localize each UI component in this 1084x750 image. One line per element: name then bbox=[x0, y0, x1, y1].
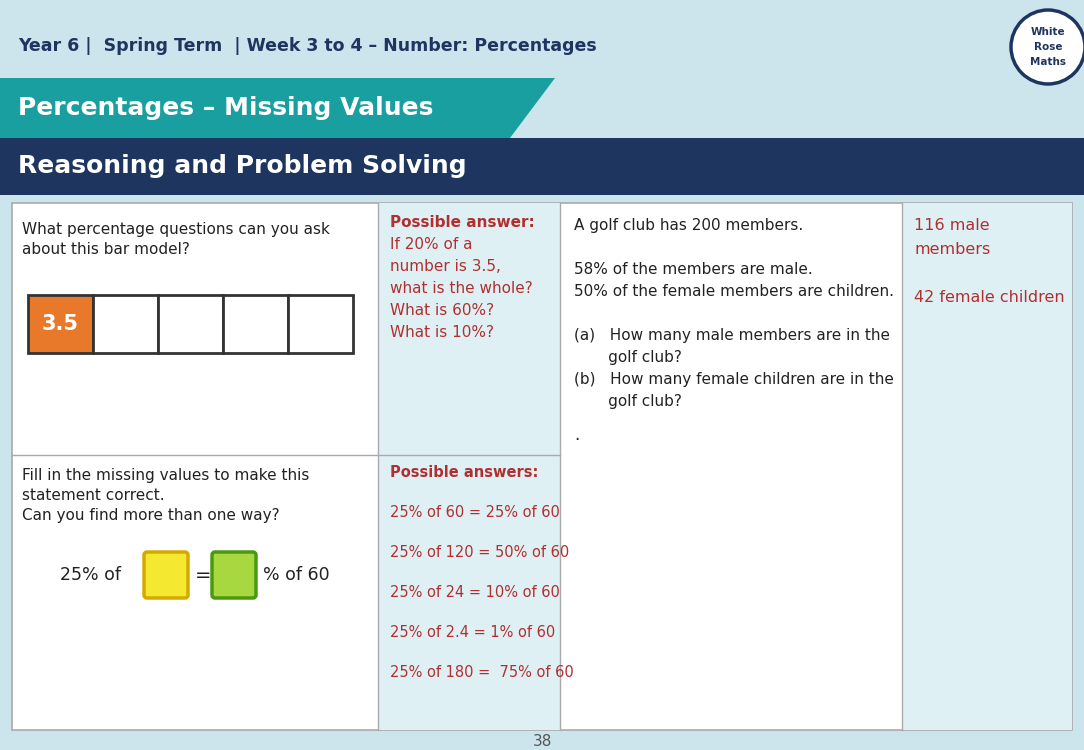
Text: 25% of 120 = 50% of 60: 25% of 120 = 50% of 60 bbox=[390, 545, 569, 560]
Polygon shape bbox=[0, 138, 1084, 195]
Ellipse shape bbox=[1011, 10, 1084, 84]
FancyBboxPatch shape bbox=[12, 203, 1072, 730]
Text: what is the whole?: what is the whole? bbox=[390, 281, 532, 296]
Text: (b)   How many female children are in the: (b) How many female children are in the bbox=[575, 372, 894, 387]
Text: (a)   How many male members are in the: (a) How many male members are in the bbox=[575, 328, 890, 343]
Text: Year 6 |  Spring Term  | Week 3 to 4 – Number: Percentages: Year 6 | Spring Term | Week 3 to 4 – Num… bbox=[18, 37, 597, 55]
Text: % of 60: % of 60 bbox=[263, 566, 330, 584]
FancyBboxPatch shape bbox=[93, 295, 158, 353]
Text: Possible answers:: Possible answers: bbox=[390, 465, 539, 480]
Text: What percentage questions can you ask: What percentage questions can you ask bbox=[22, 222, 330, 237]
FancyBboxPatch shape bbox=[158, 295, 223, 353]
FancyBboxPatch shape bbox=[378, 203, 560, 730]
Text: golf club?: golf club? bbox=[575, 394, 682, 409]
Text: 25% of 180 =  75% of 60: 25% of 180 = 75% of 60 bbox=[390, 665, 573, 680]
Text: 25% of 2.4 = 1% of 60: 25% of 2.4 = 1% of 60 bbox=[390, 625, 555, 640]
Text: Maths: Maths bbox=[1030, 57, 1066, 67]
Text: .: . bbox=[575, 426, 579, 444]
Text: If 20% of a: If 20% of a bbox=[390, 237, 473, 252]
Text: What is 10%?: What is 10%? bbox=[390, 325, 494, 340]
Text: White: White bbox=[1031, 27, 1066, 37]
Text: 58% of the members are male.: 58% of the members are male. bbox=[575, 262, 813, 277]
Text: statement correct.: statement correct. bbox=[22, 488, 165, 503]
Text: 38: 38 bbox=[532, 734, 552, 749]
Text: =: = bbox=[195, 566, 211, 584]
Polygon shape bbox=[0, 78, 555, 138]
Text: Rose: Rose bbox=[1034, 42, 1062, 52]
Text: number is 3.5,: number is 3.5, bbox=[390, 259, 501, 274]
Text: A golf club has 200 members.: A golf club has 200 members. bbox=[575, 218, 803, 233]
FancyBboxPatch shape bbox=[223, 295, 288, 353]
FancyBboxPatch shape bbox=[902, 203, 1072, 730]
FancyBboxPatch shape bbox=[144, 552, 188, 598]
FancyBboxPatch shape bbox=[288, 295, 353, 353]
Text: 3.5: 3.5 bbox=[42, 314, 79, 334]
Text: What is 60%?: What is 60%? bbox=[390, 303, 494, 318]
Text: 25% of 24 = 10% of 60: 25% of 24 = 10% of 60 bbox=[390, 585, 559, 600]
Text: Reasoning and Problem Solving: Reasoning and Problem Solving bbox=[18, 154, 466, 178]
Text: golf club?: golf club? bbox=[575, 350, 682, 365]
Text: Percentages – Missing Values: Percentages – Missing Values bbox=[18, 96, 434, 120]
Text: 50% of the female members are children.: 50% of the female members are children. bbox=[575, 284, 894, 299]
Text: about this bar model?: about this bar model? bbox=[22, 242, 190, 257]
Text: 25% of: 25% of bbox=[60, 566, 121, 584]
Text: 42 female children: 42 female children bbox=[914, 290, 1064, 305]
FancyBboxPatch shape bbox=[28, 295, 93, 353]
Text: Possible answer:: Possible answer: bbox=[390, 215, 534, 230]
Text: Fill in the missing values to make this: Fill in the missing values to make this bbox=[22, 468, 309, 483]
Text: Can you find more than one way?: Can you find more than one way? bbox=[22, 508, 280, 523]
Text: 25% of 60 = 25% of 60: 25% of 60 = 25% of 60 bbox=[390, 505, 559, 520]
Text: 116 male: 116 male bbox=[914, 218, 990, 233]
Text: members: members bbox=[914, 242, 991, 257]
FancyBboxPatch shape bbox=[212, 552, 256, 598]
